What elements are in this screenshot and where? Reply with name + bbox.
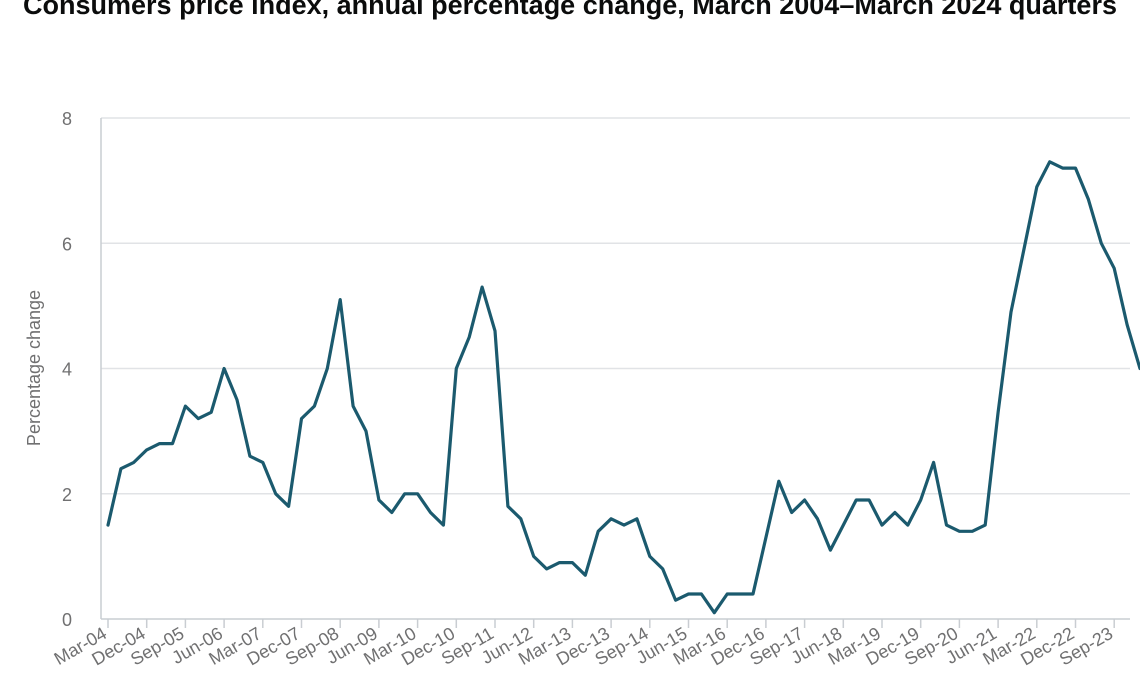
data-point[interactable] xyxy=(1071,163,1081,173)
data-point[interactable] xyxy=(413,489,423,499)
data-point[interactable] xyxy=(129,457,139,467)
data-point[interactable] xyxy=(864,495,874,505)
data-point[interactable] xyxy=(748,589,758,599)
data-point[interactable] xyxy=(787,508,797,518)
data-point[interactable] xyxy=(168,439,178,449)
data-point[interactable] xyxy=(696,589,706,599)
data-point[interactable] xyxy=(1135,364,1140,374)
data-point[interactable] xyxy=(516,514,526,524)
data-point[interactable] xyxy=(451,364,461,374)
data-point[interactable] xyxy=(503,501,513,511)
data-point[interactable] xyxy=(374,495,384,505)
data-point[interactable] xyxy=(1058,163,1068,173)
data-point[interactable] xyxy=(1006,307,1016,317)
data-point[interactable] xyxy=(619,520,629,530)
data-point[interactable] xyxy=(1096,238,1106,248)
data-point[interactable] xyxy=(942,520,952,530)
chart-title: Consumers price index, annual percentage… xyxy=(23,0,1117,20)
data-point[interactable] xyxy=(722,589,732,599)
series-line-0 xyxy=(106,160,1140,615)
data-point[interactable] xyxy=(400,489,410,499)
data-point[interactable] xyxy=(284,501,294,511)
y-axis-title: Percentage change xyxy=(24,290,44,446)
data-point[interactable] xyxy=(593,526,603,536)
x-tick-labels: Mar-04Dec-04Sep-05Jun-06Mar-07Dec-07Sep-… xyxy=(51,623,1117,669)
data-point[interactable] xyxy=(1045,157,1055,167)
data-point[interactable] xyxy=(529,551,539,561)
data-point[interactable] xyxy=(903,520,913,530)
data-point[interactable] xyxy=(735,589,745,599)
data-point[interactable] xyxy=(322,364,332,374)
y-tick-label: 8 xyxy=(62,109,72,129)
data-point[interactable] xyxy=(761,533,771,543)
data-point[interactable] xyxy=(245,451,255,461)
data-point[interactable] xyxy=(1122,320,1132,330)
data-point[interactable] xyxy=(1032,182,1042,192)
data-point[interactable] xyxy=(813,514,823,524)
data-point[interactable] xyxy=(309,401,319,411)
data-point[interactable] xyxy=(671,595,681,605)
data-point[interactable] xyxy=(916,495,926,505)
data-point[interactable] xyxy=(490,326,500,336)
data-point[interactable] xyxy=(954,526,964,536)
data-point[interactable] xyxy=(645,551,655,561)
data-point[interactable] xyxy=(193,414,203,424)
data-point[interactable] xyxy=(580,570,590,580)
y-tick-labels: 0 2 4 6 8 xyxy=(62,109,72,630)
data-point[interactable] xyxy=(387,508,397,518)
data-point[interactable] xyxy=(297,414,307,424)
data-point[interactable] xyxy=(890,508,900,518)
data-point[interactable] xyxy=(877,520,887,530)
data-point[interactable] xyxy=(271,489,281,499)
data-point[interactable] xyxy=(825,545,835,555)
y-tick-label: 0 xyxy=(62,610,72,630)
data-point[interactable] xyxy=(1019,245,1029,255)
data-point[interactable] xyxy=(258,457,268,467)
series-layer xyxy=(103,157,1140,618)
data-point[interactable] xyxy=(967,526,977,536)
data-point[interactable] xyxy=(632,514,642,524)
data-point[interactable] xyxy=(1083,194,1093,204)
gridlines xyxy=(101,117,1130,495)
data-point[interactable] xyxy=(838,520,848,530)
data-point[interactable] xyxy=(555,558,565,568)
data-point[interactable] xyxy=(980,520,990,530)
data-point[interactable] xyxy=(658,564,668,574)
data-point[interactable] xyxy=(542,564,552,574)
data-point[interactable] xyxy=(567,558,577,568)
data-point[interactable] xyxy=(851,495,861,505)
data-point[interactable] xyxy=(232,395,242,405)
data-point[interactable] xyxy=(180,401,190,411)
data-point[interactable] xyxy=(477,282,487,292)
data-point[interactable] xyxy=(606,514,616,524)
data-point[interactable] xyxy=(116,464,126,474)
data-point[interactable] xyxy=(335,295,345,305)
y-tick-label: 4 xyxy=(62,360,72,380)
data-point[interactable] xyxy=(1109,263,1119,273)
data-point[interactable] xyxy=(426,508,436,518)
data-point[interactable] xyxy=(684,589,694,599)
axes xyxy=(100,118,1130,628)
data-point[interactable] xyxy=(800,495,810,505)
data-point[interactable] xyxy=(361,426,371,436)
data-point[interactable] xyxy=(219,364,229,374)
data-point[interactable] xyxy=(348,401,358,411)
data-point[interactable] xyxy=(206,407,216,417)
data-point[interactable] xyxy=(993,407,1003,417)
data-point[interactable] xyxy=(438,520,448,530)
data-point[interactable] xyxy=(774,476,784,486)
data-point[interactable] xyxy=(142,445,152,455)
y-tick-label: 6 xyxy=(62,234,72,254)
data-point[interactable] xyxy=(155,439,165,449)
data-point[interactable] xyxy=(929,457,939,467)
data-point[interactable] xyxy=(464,332,474,342)
data-point[interactable] xyxy=(709,608,719,618)
y-tick-label: 2 xyxy=(62,485,72,505)
data-point[interactable] xyxy=(103,520,113,530)
